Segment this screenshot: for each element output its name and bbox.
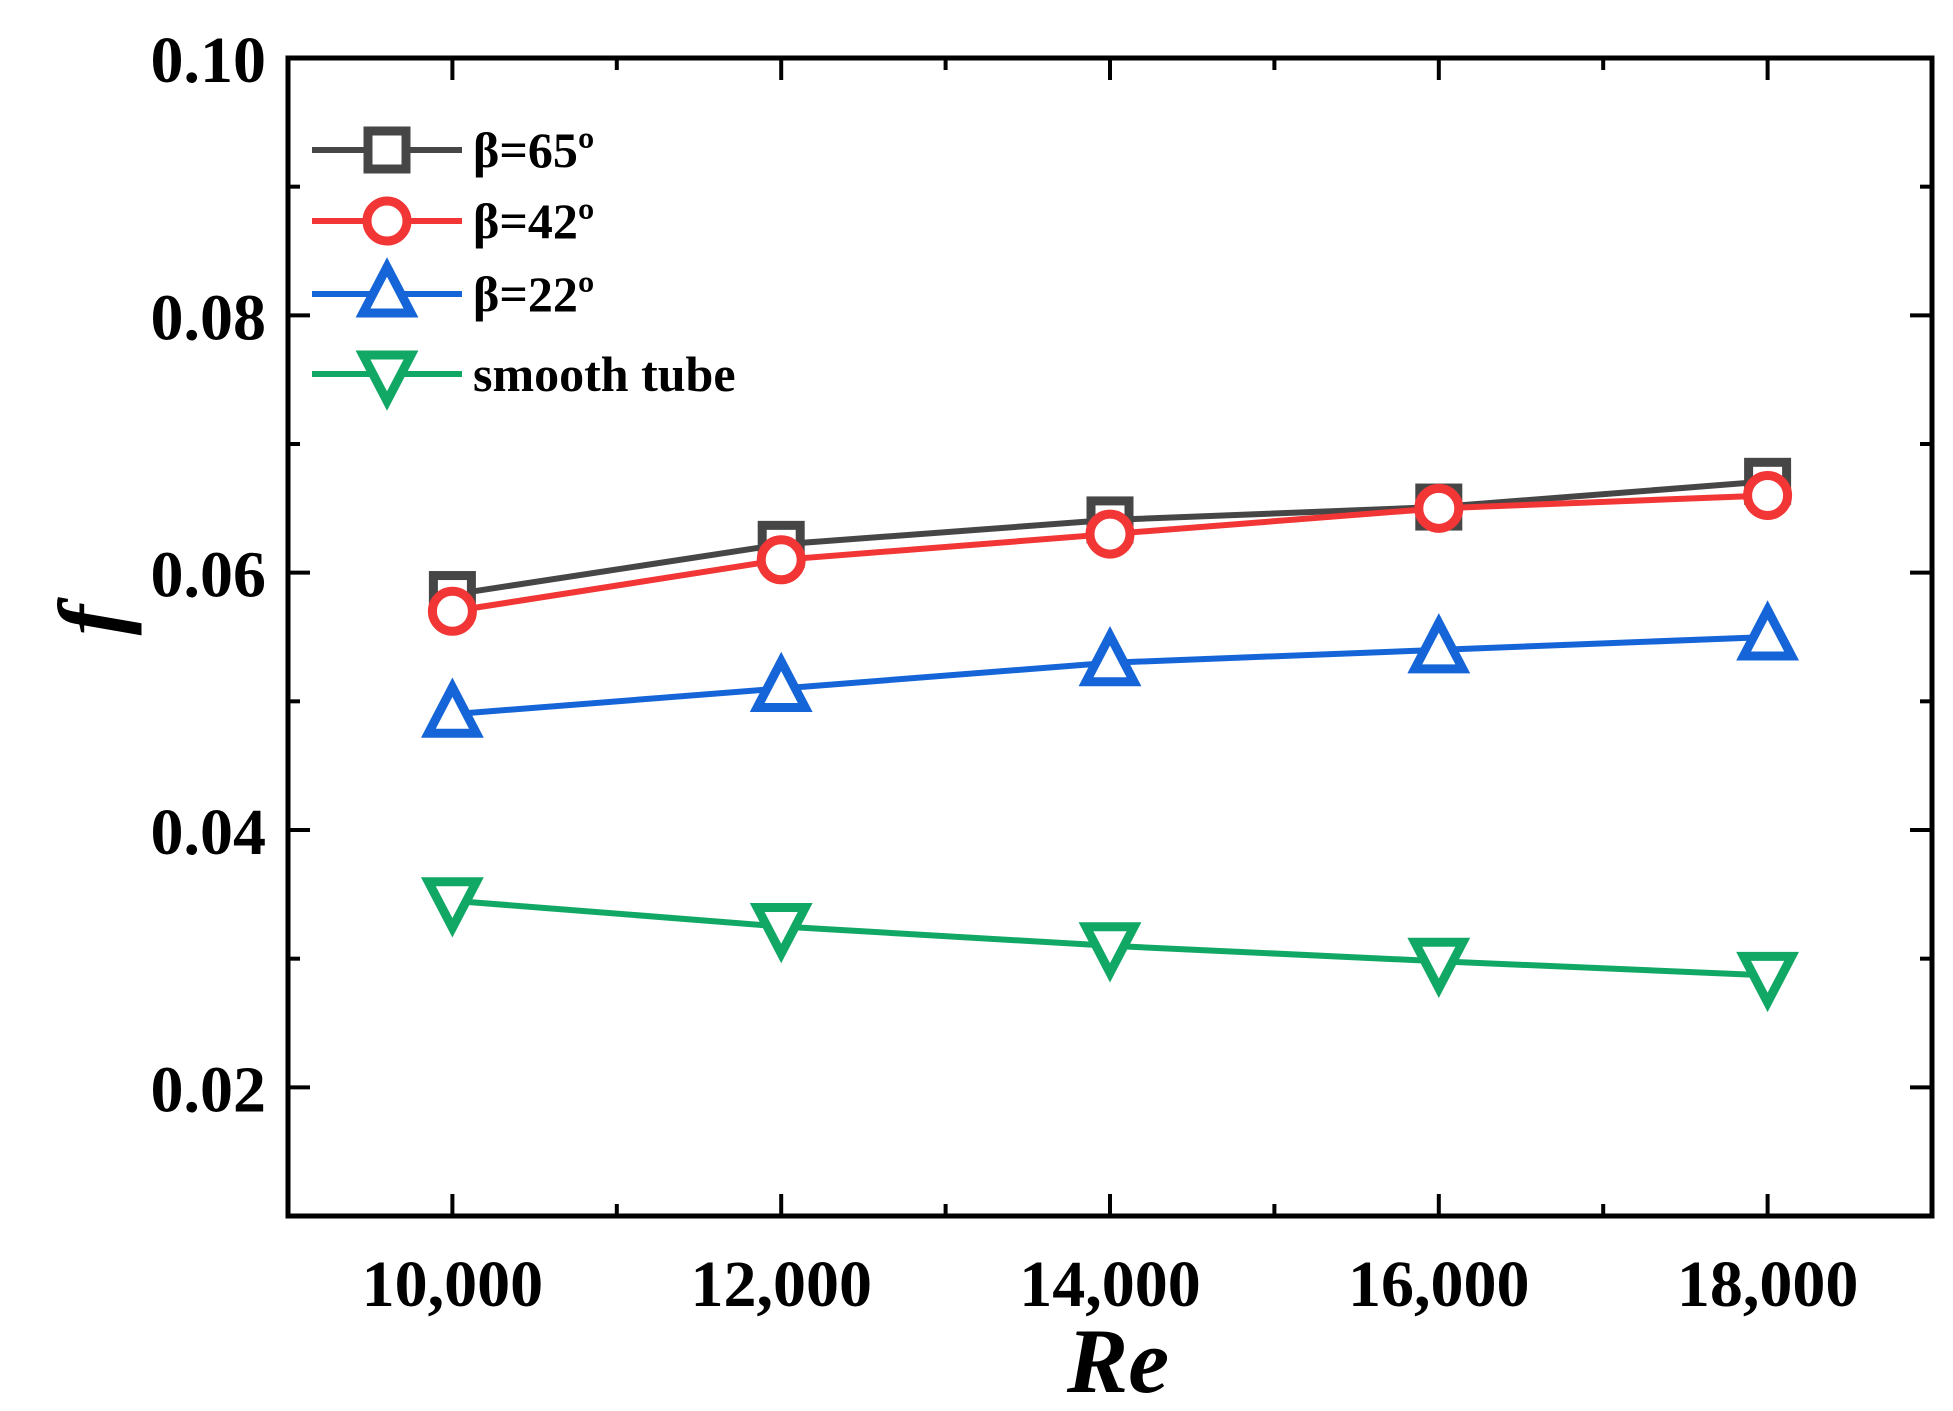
x-tick-label: 16,000 xyxy=(1348,1248,1530,1321)
x-tick-label: 14,000 xyxy=(1019,1248,1201,1321)
legend-item: β=65º xyxy=(312,122,594,178)
data-point xyxy=(1078,626,1142,687)
series-layer xyxy=(420,457,1800,1013)
legend-item: β=22º xyxy=(312,257,594,322)
data-point xyxy=(749,903,813,964)
x-tick-label: 12,000 xyxy=(690,1248,872,1321)
data-point xyxy=(749,651,813,712)
x-tick-label: 10,000 xyxy=(362,1248,544,1321)
data-point xyxy=(1743,470,1793,520)
data-point xyxy=(420,677,484,738)
legend-marker-icon xyxy=(355,257,419,318)
data-point xyxy=(1085,509,1135,559)
legend-label: β=22º xyxy=(473,266,594,322)
axes-layer xyxy=(285,55,1935,1219)
legend-item: β=42º xyxy=(312,193,594,249)
legend-label: smooth tube xyxy=(473,346,736,402)
legend: β=65º β=42º β=22º smooth tube xyxy=(312,122,736,411)
legend-marker-icon xyxy=(363,126,411,174)
series-2 xyxy=(420,600,1800,738)
data-point xyxy=(1078,922,1142,983)
y-tick-label: 0.04 xyxy=(151,796,267,869)
series-3 xyxy=(420,877,1800,1013)
data-point xyxy=(1414,483,1464,533)
x-axis-title: Re xyxy=(1066,1310,1169,1411)
data-point xyxy=(427,586,477,636)
y-tick-label: 0.02 xyxy=(151,1053,267,1126)
data-point xyxy=(1736,951,1800,1013)
y-tick-label: 0.06 xyxy=(151,539,267,612)
x-tick-label: 18,000 xyxy=(1677,1248,1859,1321)
y-tick-label: 0.10 xyxy=(151,24,267,97)
data-point xyxy=(1407,613,1471,674)
y-tick-label: 0.08 xyxy=(151,281,267,354)
axis-labels-layer: 10,000 12,000 14,000 16,000 18,000 0.02 0.04 0.… xyxy=(40,24,1858,1411)
data-point xyxy=(420,877,484,938)
series-1 xyxy=(427,470,1793,636)
data-point xyxy=(1407,937,1471,998)
data-point xyxy=(756,535,806,585)
legend-item: smooth tube xyxy=(312,346,736,411)
legend-label: β=42º xyxy=(473,193,594,249)
legend-marker-icon xyxy=(362,196,412,246)
legend-label: β=65º xyxy=(473,122,594,178)
y-axis-title: f xyxy=(40,596,142,635)
data-point xyxy=(1736,600,1800,661)
legend-marker-icon xyxy=(355,350,419,411)
